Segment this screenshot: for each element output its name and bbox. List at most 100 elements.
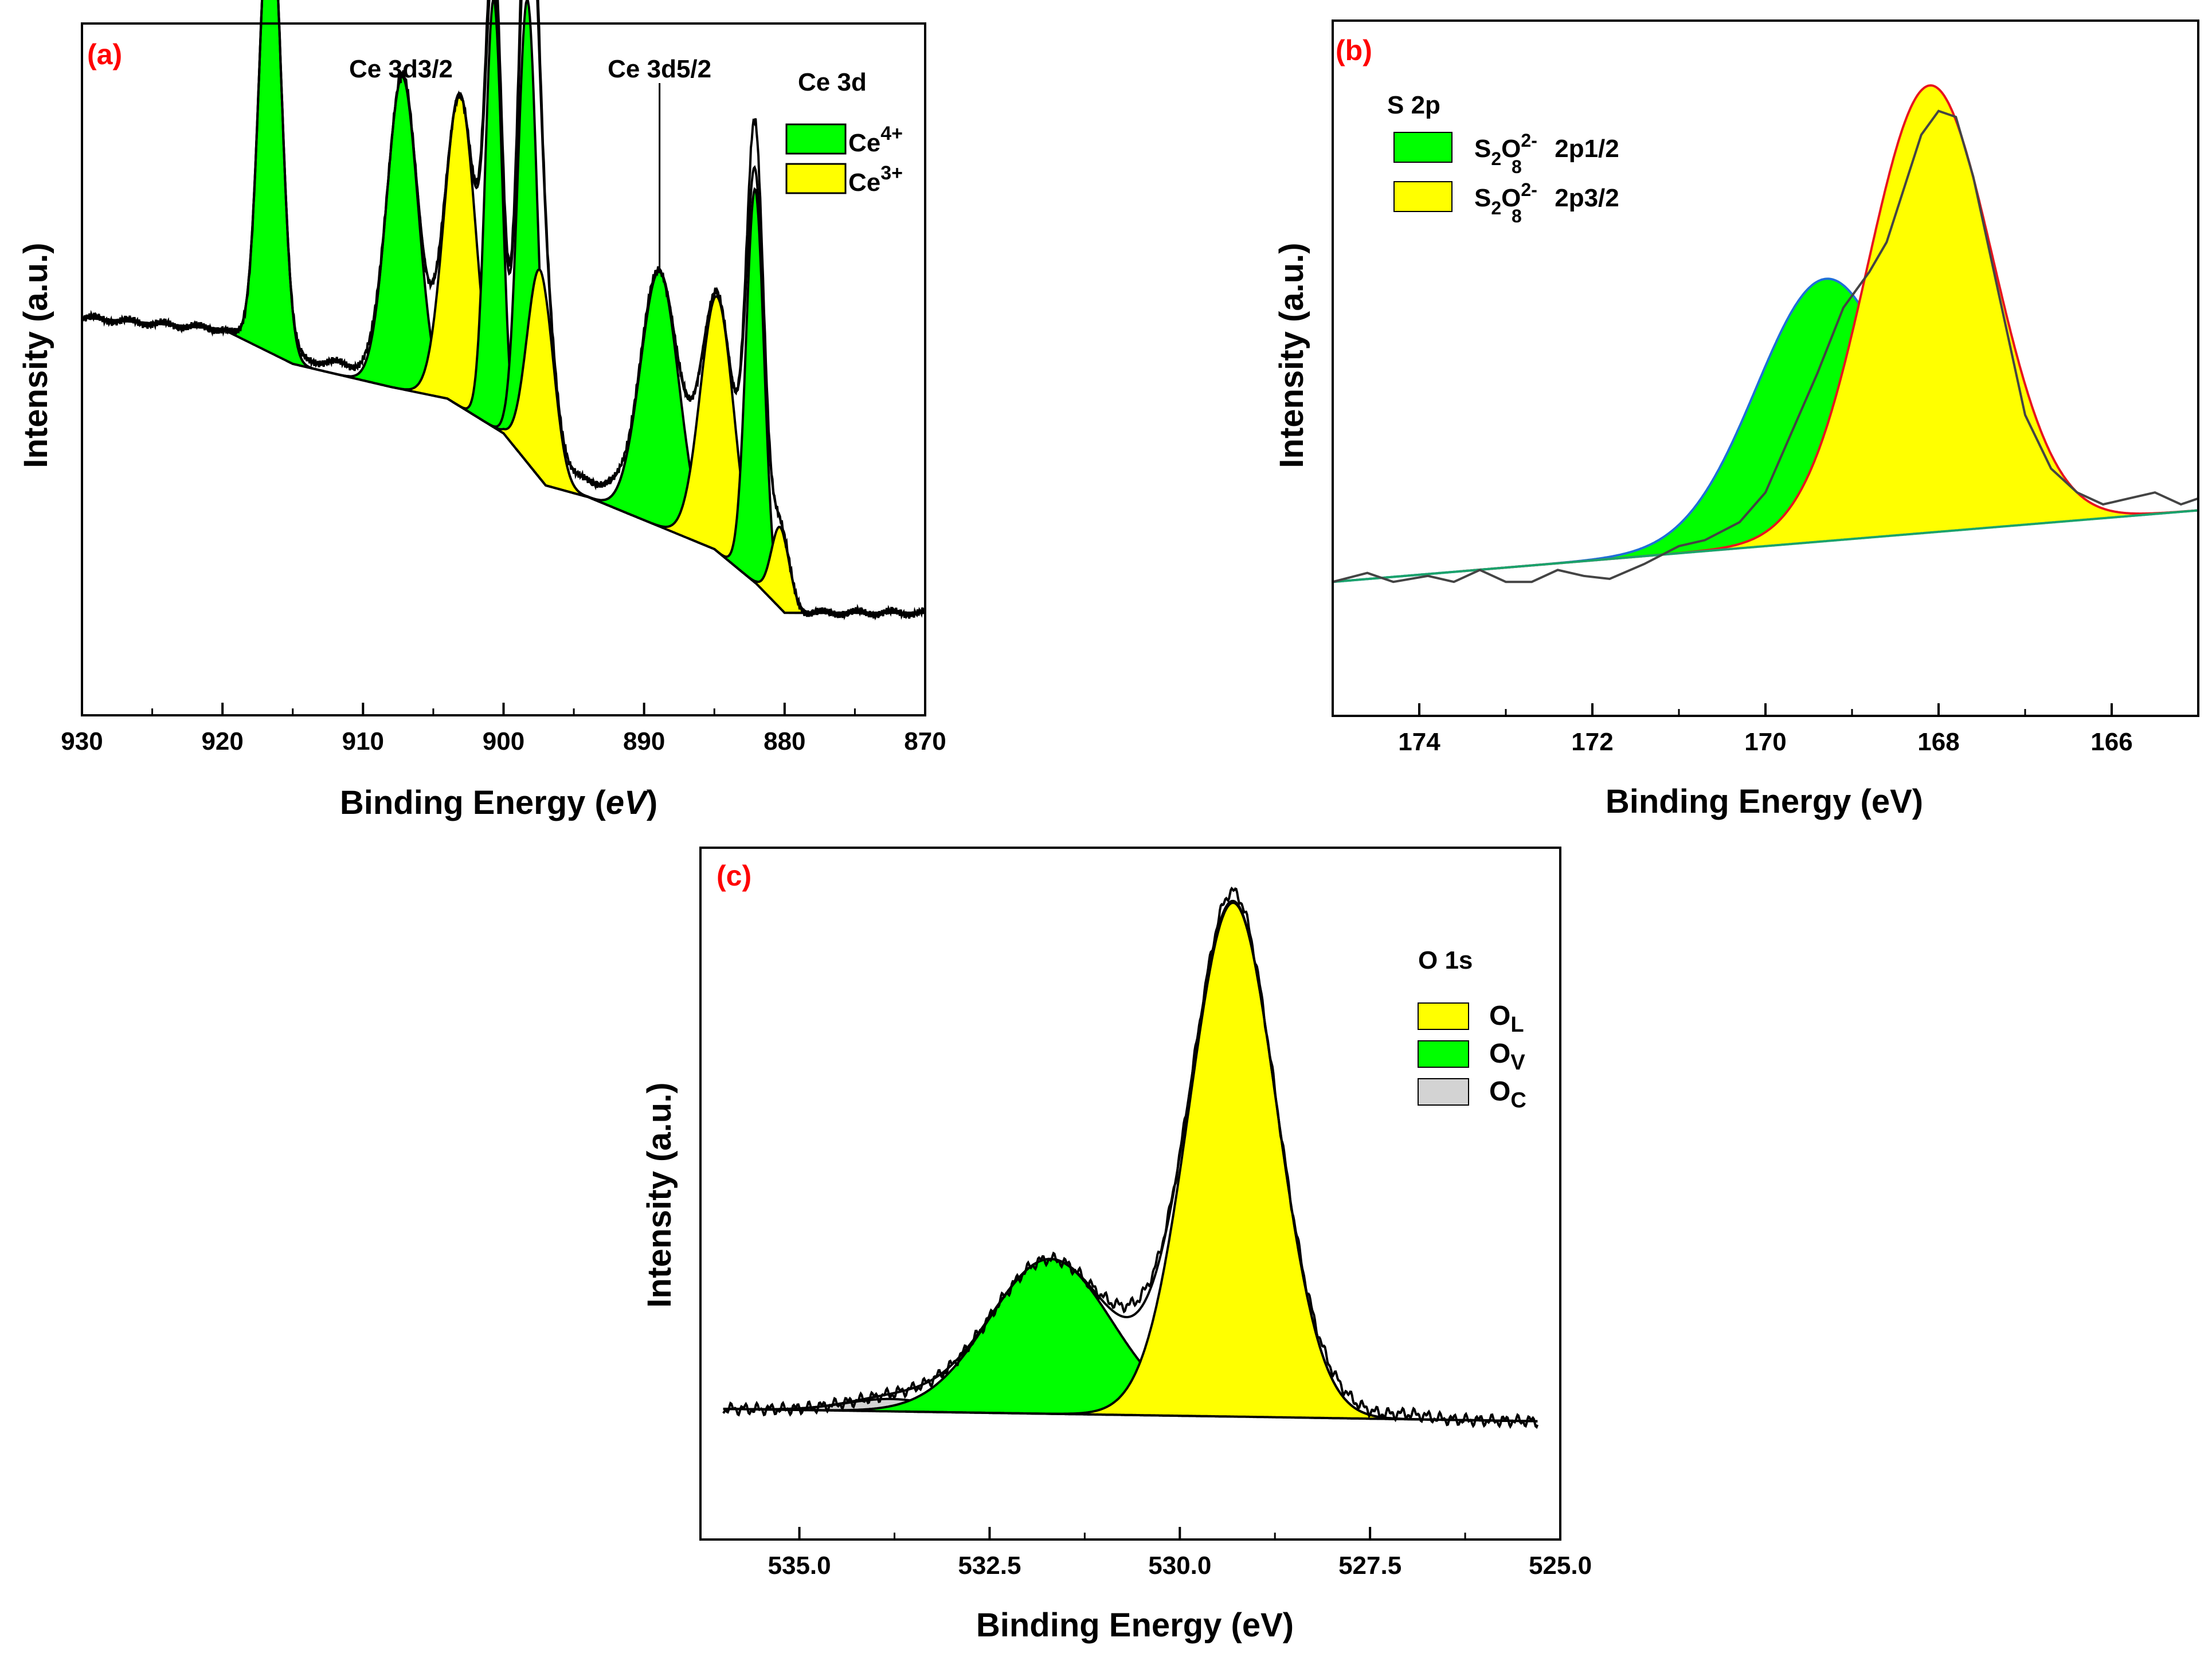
a-legend-ce3-sup: 3+ (880, 162, 903, 184)
x-tick-label-0-4: 890 (623, 727, 665, 755)
b-x-ticks: 174 172 170 168 166 (1398, 703, 2133, 756)
x-tick-label-1-0: 174 (1398, 728, 1440, 756)
b-leg1-sub1: 2 (1491, 148, 1501, 169)
x-tick-label-2-2: 530.0 (1148, 1552, 1211, 1580)
c-panel-label: (c) (717, 860, 751, 892)
b-plot-area (1332, 84, 2199, 583)
a-x-axis-label: Binding Energy (eV) (340, 784, 657, 821)
c-legend-label-ol: OL (1489, 1001, 1524, 1037)
b-leg2-base: S (1474, 184, 1491, 212)
a-legend-label-ce4: Ce4+ (848, 123, 903, 157)
a-x-axis-label-main: Binding Energy (340, 784, 586, 821)
b-leg2-sup: 2- (1521, 179, 1537, 200)
b-legend-swatch-2p32 (1393, 181, 1453, 212)
peak-fill-0-9 (713, 527, 848, 613)
peak-fill-0-4 (456, 0, 600, 502)
peak-fill-0-8 (688, 189, 823, 613)
c-legend-swatch-ov (1418, 1040, 1469, 1068)
c-legend-swatch-oc (1418, 1078, 1469, 1106)
x-tick-label-2-1: 532.5 (958, 1552, 1021, 1580)
c-frame (699, 847, 1561, 1541)
peak-fill-0-3 (431, 0, 556, 488)
x-tick-label-0-6: 870 (904, 727, 946, 755)
b-leg2-tail: 2p3/2 (1548, 184, 1619, 212)
panel-c: (c) 535.0 532.5 530.0 527.5 525.0 Binding En… (641, 847, 1592, 1644)
b-legend-label-2p32: S2O2- 8 2p3/2 (1474, 179, 1619, 226)
x-tick-label-2-4: 525.0 (1529, 1552, 1592, 1580)
x-tick-label-1-4: 166 (2090, 728, 2132, 756)
x-tick-label-1-1: 172 (1571, 728, 1613, 756)
fit-envelope-2 (723, 899, 1538, 1423)
b-leg1-sup: 2- (1521, 130, 1537, 151)
b-legend-label-2p12: S2O2- 8 2p1/2 (1474, 130, 1619, 177)
peak-fill-2-1 (723, 1259, 1513, 1421)
a-plot-area (81, 0, 926, 621)
a-legend-ce4-base: Ce (848, 129, 880, 157)
c-plot-area (722, 886, 1539, 1429)
b-leg1-sub2: 8 (1512, 156, 1522, 177)
panel-b: (b) 174 172 170 168 166 Binding Energy (eV) … (1273, 19, 2199, 820)
c-leg-ol-base: O (1489, 1001, 1510, 1031)
b-x-axis-label: Binding Energy (eV) (1606, 783, 1923, 820)
baseline-curve-1 (1332, 509, 2199, 583)
peak-fill-0-1 (286, 76, 519, 452)
c-x-ticks: 535.0 532.5 530.0 527.5 525.0 (768, 1527, 1592, 1580)
b-leg1-mid: O (1501, 135, 1521, 163)
x-tick-label-0-3: 900 (483, 727, 524, 755)
experimental-trace-1 (1332, 109, 2199, 583)
c-leg-oc-sub: C (1510, 1088, 1526, 1113)
c-legend-title: O 1s (1418, 946, 1473, 974)
panel-a: (a) 930 920 910 900 890 880 870 Binding Energy… (17, 0, 946, 821)
peak-fill-0-7 (592, 296, 843, 613)
c-y-axis-label: Intensity (a.u.) (641, 1082, 678, 1307)
c-legend-label-ov: OV (1489, 1039, 1525, 1075)
b-leg2-sub1: 2 (1491, 198, 1501, 218)
a-legend-label-ce3: Ce3+ (848, 162, 903, 197)
x-tick-label-1-2: 170 (1744, 728, 1786, 756)
x-tick-label-2-3: 527.5 (1338, 1552, 1401, 1580)
a-panel-label: (a) (87, 38, 122, 70)
peak-fill-0-5 (441, 269, 639, 518)
c-leg-oc-base: O (1489, 1076, 1510, 1107)
c-leg-ov-sub: V (1510, 1051, 1525, 1075)
a-legend-ce4-sup: 4+ (880, 123, 903, 144)
x-tick-label-0-1: 920 (201, 727, 243, 755)
b-leg2-mid: O (1501, 184, 1521, 212)
c-x-axis-label: Binding Energy (eV) (976, 1607, 1294, 1644)
b-leg1-tail: 2p1/2 (1548, 135, 1619, 163)
experimental-trace-0 (81, 0, 926, 621)
a-legend-swatch-ce3 (785, 163, 847, 194)
annotation-label-0: Ce 3d3/2 (349, 55, 453, 83)
a-legend-title: Ce 3d (798, 68, 867, 96)
x-tick-label-0-2: 910 (342, 727, 384, 755)
c-leg-ol-sub: L (1510, 1013, 1524, 1037)
a-legend-ce3-base: Ce (848, 169, 880, 197)
b-panel-label: (b) (1336, 34, 1372, 66)
a-x-axis-label-open: ( (585, 784, 606, 821)
a-x-axis-label-unit: eV (606, 784, 649, 821)
b-legend-swatch-2p12 (1393, 132, 1453, 163)
peak-fill-1-1 (1459, 85, 2198, 571)
peak-fill-1-0 (1333, 279, 2198, 582)
c-legend-swatch-ol (1418, 1002, 1469, 1030)
b-y-axis-label: Intensity (a.u.) (1273, 242, 1310, 468)
a-x-ticks: 930 920 910 900 890 880 870 (61, 703, 946, 755)
a-annotations: Ce 3d3/2 Ce 3d5/2 (349, 55, 711, 269)
peak-fill-0-6 (515, 272, 804, 613)
b-leg2-sub2: 8 (1512, 206, 1522, 226)
peak-fill-0-0 (190, 0, 351, 378)
c-legend-label-oc: OC (1489, 1076, 1526, 1113)
peak-fill-2-2 (905, 903, 1538, 1421)
b-legend-title: S 2p (1387, 91, 1440, 119)
b-leg1-base: S (1474, 135, 1491, 163)
a-y-axis-label: Intensity (a.u.) (17, 242, 54, 468)
c-leg-ov-base: O (1489, 1039, 1510, 1069)
a-legend-swatch-ce4 (785, 123, 847, 155)
x-tick-label-2-0: 535.0 (768, 1552, 831, 1580)
x-tick-label-1-3: 168 (1917, 728, 1959, 756)
experimental-trace-2 (722, 886, 1539, 1429)
annotation-label-1: Ce 3d5/2 (608, 55, 711, 83)
x-tick-label-0-0: 930 (61, 727, 103, 755)
a-x-axis-label-close: ) (647, 784, 657, 821)
